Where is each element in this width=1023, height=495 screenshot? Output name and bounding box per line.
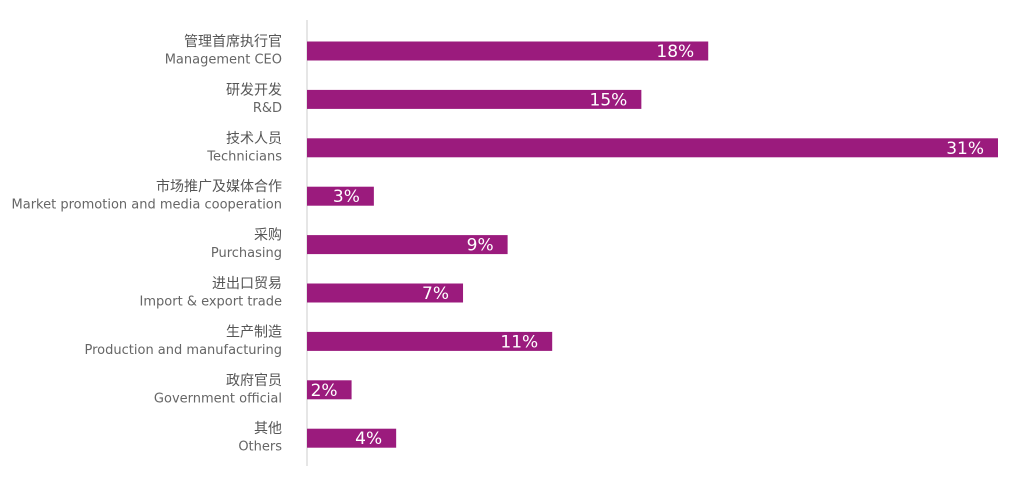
category-label-en: Production and manufacturing: [85, 343, 282, 358]
bar: [307, 138, 998, 158]
bar: [307, 428, 397, 448]
value-label: 7%: [422, 284, 449, 304]
bar: [307, 331, 553, 351]
bar: [307, 89, 642, 109]
bar: [307, 380, 352, 400]
category-label: 研发开发: [226, 82, 282, 98]
value-label: 3%: [333, 187, 360, 207]
category-label: 生产制造: [226, 324, 282, 340]
category-label: 市场推广及媒体合作: [156, 178, 282, 195]
value-label: 9%: [467, 236, 494, 256]
category-label-en: Import & export trade: [140, 295, 282, 310]
bar: [307, 283, 464, 303]
value-label: 2%: [311, 381, 338, 401]
value-label: 31%: [946, 139, 984, 159]
category-label-en: Purchasing: [211, 246, 282, 261]
category-label-en: Government official: [154, 391, 282, 406]
category-label-en: Technicians: [206, 149, 282, 164]
value-label: 4%: [355, 429, 382, 449]
category-label: 技术人员: [226, 131, 282, 147]
category-label-en: R&D: [253, 101, 282, 116]
category-label: 进出口贸易: [212, 276, 282, 292]
category-label: 政府官员: [226, 373, 282, 389]
bar: [307, 41, 709, 61]
category-label-en: Management CEO: [165, 53, 282, 68]
category-label-en: Market promotion and media cooperation: [12, 198, 282, 213]
value-label: 15%: [590, 90, 628, 110]
category-label-en: Others: [238, 440, 282, 455]
value-label: 18%: [656, 42, 694, 62]
category-label: 管理首席执行官: [184, 34, 282, 50]
category-label: 其他: [254, 421, 282, 437]
bar: [307, 186, 374, 206]
value-label: 11%: [500, 332, 538, 352]
bar: [307, 235, 508, 255]
category-label: 采购: [254, 228, 282, 244]
